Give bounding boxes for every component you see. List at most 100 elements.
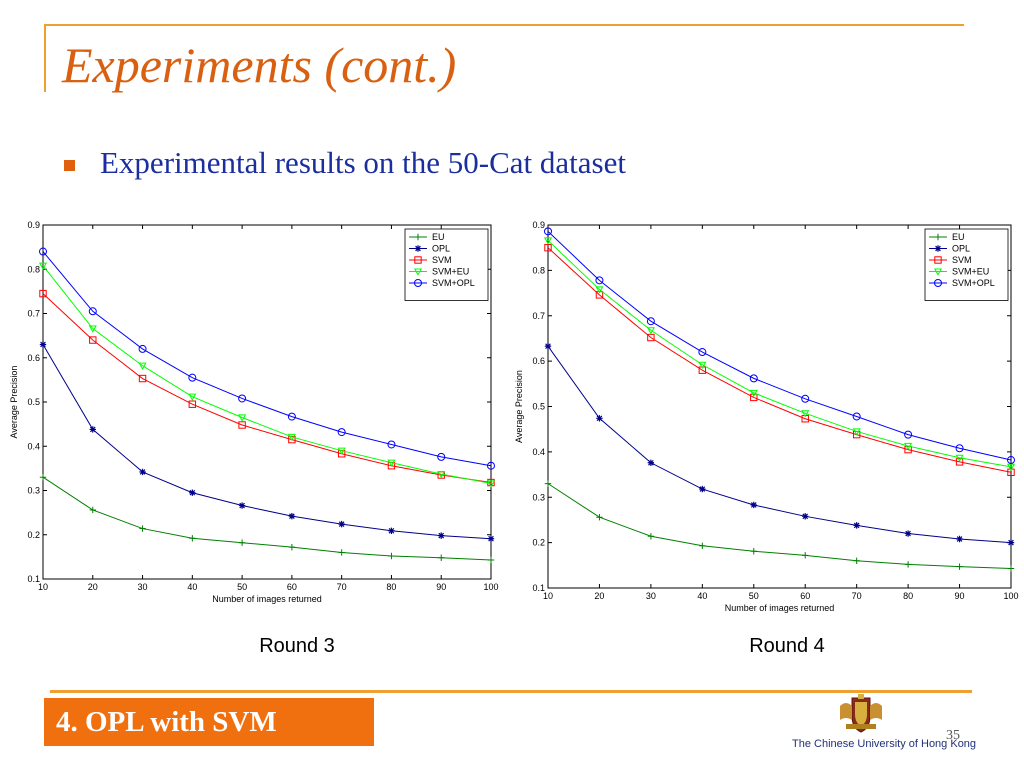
- data-point-marker: [699, 542, 706, 550]
- data-point-marker: [238, 502, 246, 509]
- series-svm-eu: [543, 237, 1016, 472]
- y-tick-label: 0.3: [27, 486, 40, 496]
- data-point-marker: [698, 348, 707, 357]
- data-point-marker: [904, 442, 913, 451]
- legend-label: OPL: [432, 244, 450, 254]
- data-point-marker: [646, 327, 655, 335]
- data-point-marker: [1007, 539, 1015, 546]
- data-point-marker: [802, 552, 809, 559]
- data-point-marker: [955, 444, 964, 453]
- data-point-marker: [88, 325, 97, 333]
- legend-marker: [414, 233, 422, 241]
- data-point-marker: [595, 276, 604, 285]
- data-point-marker: [238, 394, 247, 403]
- y-tick-label: 0.4: [27, 441, 40, 451]
- chart-round-3: 10 20 30 40 50 60 70 80 90 100 0.1 0.2 0.3 0.4 0.5 0.6 0…: [0, 208, 510, 613]
- legend-label: SVM+OPL: [952, 278, 995, 288]
- data-point-marker: [749, 374, 758, 383]
- y-tick-label: 0.8: [27, 264, 40, 274]
- legend-label: SVM+EU: [952, 267, 989, 277]
- series-line: [42, 251, 492, 467]
- data-point-marker: [852, 412, 861, 421]
- y-tick-label: 0.1: [532, 583, 545, 593]
- legend-label: OPL: [952, 244, 970, 254]
- y-axis-label: Average Precision: [9, 366, 19, 439]
- data-point-marker: [188, 393, 197, 401]
- data-point-marker: [39, 474, 47, 481]
- data-point-marker: [750, 548, 757, 555]
- title-frame-left-rule: [44, 24, 46, 92]
- legend-marker: [414, 245, 422, 252]
- data-point-marker: [338, 549, 345, 556]
- data-point-marker: [337, 428, 346, 437]
- x-tick-label: 10: [38, 582, 48, 592]
- data-point-marker: [287, 433, 296, 442]
- data-point-marker: [338, 520, 345, 528]
- x-tick-label: 50: [237, 582, 247, 592]
- data-point-marker: [543, 237, 553, 245]
- data-point-marker: [698, 361, 707, 369]
- x-tick-label: 80: [903, 591, 913, 601]
- data-point-marker: [387, 440, 396, 449]
- data-point-marker: [89, 426, 96, 433]
- y-tick-label: 0.6: [532, 356, 545, 366]
- legend-marker: [933, 268, 943, 276]
- series-svm-eu: [38, 262, 496, 488]
- data-point-marker: [853, 557, 860, 564]
- data-point-marker: [139, 525, 146, 532]
- data-point-marker: [337, 447, 346, 455]
- data-point-marker: [38, 262, 48, 270]
- chart-round-4-svg: 10 20 30 40 50 60 70 80 90 100 0.1 0.2 0.3 0.4 0.5 0.6 0…: [514, 220, 1019, 613]
- x-axis-label: Number of images returned: [212, 594, 322, 604]
- x-axis-label: Number of images returned: [725, 603, 835, 613]
- data-point-marker: [189, 489, 196, 496]
- title-frame-top-rule: [44, 24, 964, 26]
- data-point-marker: [288, 435, 296, 444]
- data-point-marker: [486, 480, 496, 488]
- x-tick-label: 30: [138, 582, 148, 592]
- legend-marker: [413, 268, 423, 276]
- legend-label: SVM: [952, 255, 972, 265]
- legend-marker: [934, 256, 942, 264]
- data-point-marker: [956, 563, 963, 570]
- x-tick-label: 100: [483, 582, 498, 592]
- bullet-text: Experimental results on the 50-Cat datas…: [100, 145, 626, 180]
- slide-title: Experiments (cont.): [62, 37, 457, 93]
- y-tick-label: 0.7: [27, 309, 40, 319]
- data-point-marker: [904, 430, 913, 439]
- x-tick-label: 100: [1003, 591, 1018, 601]
- data-point-marker: [438, 554, 445, 561]
- legend-label: EU: [952, 232, 965, 242]
- data-point-marker: [188, 400, 197, 408]
- x-tick-label: 20: [594, 591, 604, 601]
- chart-caption-round-3: Round 3: [259, 635, 335, 657]
- x-tick-label: 90: [955, 591, 965, 601]
- data-point-marker: [487, 535, 495, 542]
- data-point-marker: [138, 374, 147, 383]
- chart-caption-round-4: Round 4: [749, 635, 825, 657]
- data-point-marker: [39, 247, 47, 256]
- series-line: [547, 230, 1012, 461]
- data-point-marker: [904, 561, 912, 568]
- y-tick-label: 0.2: [532, 538, 545, 548]
- data-point-marker: [955, 458, 964, 466]
- series-line: [42, 344, 492, 540]
- y-tick-label: 0.9: [27, 220, 40, 230]
- series-line: [42, 265, 492, 484]
- data-point-marker: [487, 556, 495, 564]
- legend-label: SVM+OPL: [432, 278, 475, 288]
- data-point-marker: [955, 454, 964, 463]
- x-tick-label: 60: [800, 591, 810, 601]
- data-point-marker: [544, 480, 552, 487]
- data-point-marker: [852, 428, 861, 436]
- data-point-marker: [801, 410, 810, 418]
- data-point-marker: [188, 373, 197, 382]
- footer-rule: [50, 690, 972, 693]
- data-point-marker: [647, 459, 655, 466]
- legend-label: SVM: [432, 255, 452, 265]
- data-point-marker: [238, 539, 246, 546]
- data-point-marker: [189, 535, 196, 542]
- data-point-marker: [437, 452, 446, 461]
